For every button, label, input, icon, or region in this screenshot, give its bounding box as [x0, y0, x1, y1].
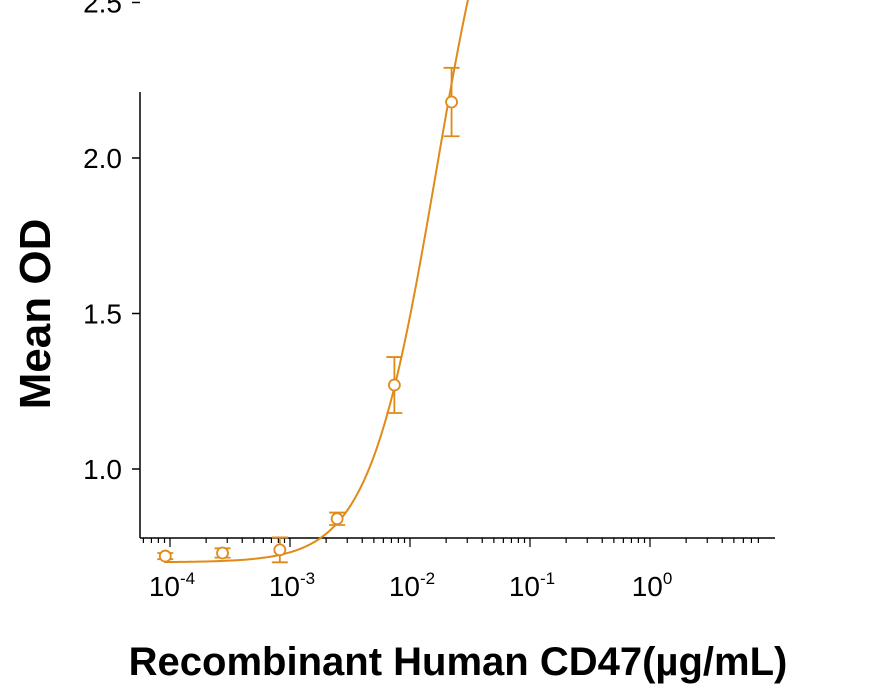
data-point — [214, 546, 231, 560]
axes — [139, 92, 775, 539]
data-point — [157, 549, 174, 563]
x-tick-base: 10 — [509, 571, 540, 602]
point-marker — [387, 378, 401, 392]
y-tick-label: 2.5 — [83, 0, 122, 19]
data-point — [329, 511, 346, 526]
data-point — [271, 536, 288, 564]
x-tick-label: 10-3 — [269, 569, 315, 602]
x-tick-label: 10-2 — [389, 569, 435, 602]
x-axis-label: Recombinant Human CD47(µg/mL) — [129, 640, 788, 684]
x-tick-base: 10 — [149, 571, 180, 602]
x-tick-base: 10 — [269, 571, 300, 602]
x-tick-exponent: -1 — [540, 569, 555, 588]
point-marker — [273, 543, 287, 557]
x-tick-base: 10 — [632, 571, 663, 602]
x-tick-label: 100 — [632, 569, 673, 602]
y-tick-label: 1.0 — [83, 454, 122, 485]
data-points — [157, 66, 460, 564]
x-tick-exponent: 0 — [663, 569, 672, 588]
point-marker — [330, 512, 344, 526]
x-tick-exponent: -3 — [300, 569, 315, 588]
y-tick-label: 2.0 — [83, 143, 122, 174]
point-marker — [445, 95, 458, 109]
data-point — [386, 356, 403, 414]
y-tick-label: 1.5 — [83, 299, 122, 330]
x-tick-label: 10-1 — [509, 569, 555, 602]
x-tick-exponent: -2 — [420, 569, 435, 588]
x-tick-exponent: -4 — [180, 569, 195, 588]
point-marker — [216, 546, 229, 560]
y-axis-label: Mean OD — [11, 219, 60, 410]
data-point — [443, 66, 460, 138]
x-tick-base: 10 — [389, 571, 420, 602]
x-tick-label: 10-4 — [149, 569, 195, 602]
point-marker — [158, 549, 172, 563]
